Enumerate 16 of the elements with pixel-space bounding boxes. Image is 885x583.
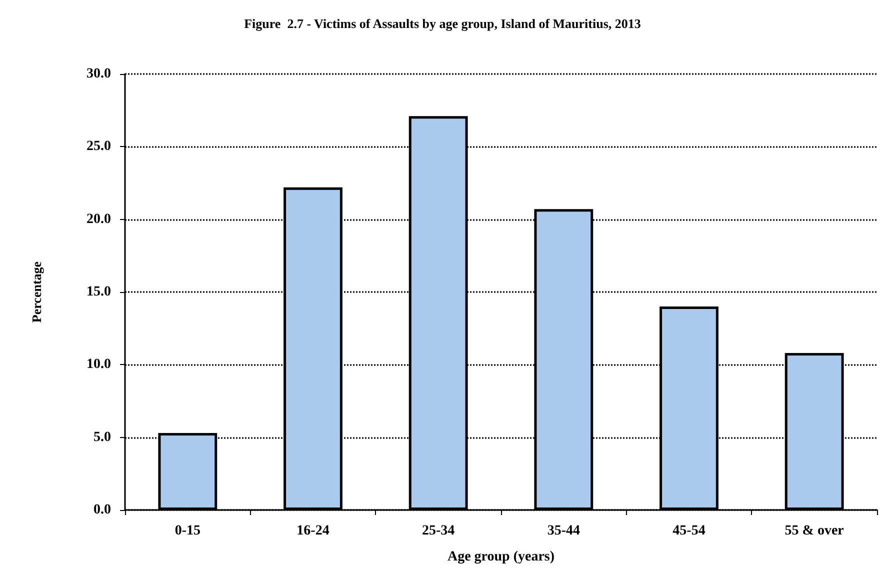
y-tick-label: 30.0 — [86, 66, 111, 82]
y-tick-label: 20.0 — [86, 212, 111, 227]
x-tick-label: 45-54 — [672, 524, 706, 538]
x-tick-label: 0-15 — [174, 524, 201, 538]
y-tick-label: 5.0 — [94, 430, 111, 445]
y-tick-label: 15.0 — [86, 284, 111, 300]
y-tick-label: 0.0 — [94, 502, 111, 518]
chart-title: Figure 2.7 - Victims of Assaults by age group, Island of Mauritius, 2013 — [244, 16, 642, 31]
x-tick-label: 55 & over — [784, 524, 844, 538]
y-tick-label: 25.0 — [86, 139, 111, 154]
y-tick-label: 10.0 — [86, 357, 111, 372]
y-axis-title: Percentage — [29, 261, 44, 323]
x-tick-label: 35-44 — [547, 524, 580, 538]
x-axis-title: Age group (years) — [447, 550, 555, 564]
x-tick-label: 25-34 — [422, 524, 455, 538]
x-tick-label: 16-24 — [296, 524, 330, 538]
